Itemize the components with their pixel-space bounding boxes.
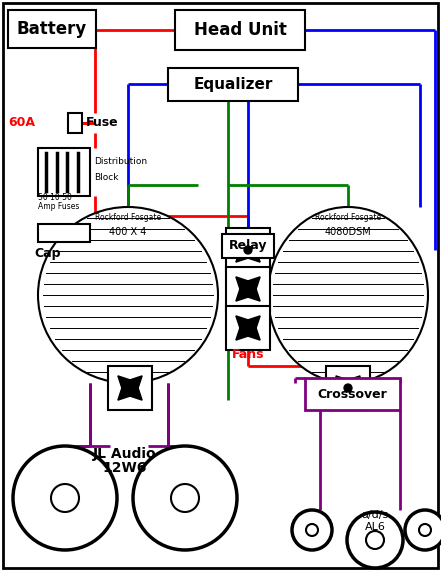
Circle shape [171,484,199,512]
Bar [38,224,90,242]
Text: 12W6: 12W6 [103,461,147,475]
Text: AL6: AL6 [365,522,385,532]
Circle shape [366,531,384,549]
Bar [108,366,152,410]
Circle shape [292,510,332,550]
Text: Equalizer: Equalizer [193,77,273,92]
Text: Rockford Fosgate: Rockford Fosgate [315,213,381,222]
Text: Rockford Fosgate: Rockford Fosgate [95,213,161,222]
Polygon shape [346,376,360,390]
Text: Cap: Cap [34,247,60,260]
Circle shape [244,285,252,293]
Circle shape [306,524,318,536]
Circle shape [344,384,352,392]
Bar [38,148,90,196]
Bar [175,10,305,50]
Polygon shape [236,238,250,252]
Text: a/d/s: a/d/s [361,510,389,520]
Polygon shape [336,386,350,400]
Bar [226,228,270,272]
Bar [226,306,270,350]
Text: Relay: Relay [229,239,267,252]
Text: 400 X 4: 400 X 4 [109,227,147,236]
Polygon shape [118,376,132,390]
Circle shape [244,324,252,332]
Bar [226,267,270,311]
Circle shape [126,384,134,392]
Polygon shape [118,386,132,400]
Polygon shape [246,248,260,262]
Text: JL Audio: JL Audio [93,447,157,461]
Ellipse shape [268,207,428,383]
Polygon shape [236,248,250,262]
Circle shape [51,484,79,512]
Circle shape [133,446,237,550]
Polygon shape [236,316,250,330]
Circle shape [244,246,252,254]
Polygon shape [246,316,260,330]
Text: Head Unit: Head Unit [194,21,287,39]
Ellipse shape [38,207,218,383]
Bar [326,366,370,410]
Polygon shape [246,277,260,291]
Bar [168,68,298,101]
Bar [222,234,274,258]
Bar [68,113,82,133]
Text: 4080DSM: 4080DSM [325,227,371,236]
Text: Fans: Fans [232,348,264,361]
Text: 50 10 50: 50 10 50 [38,193,72,202]
Text: Distribution: Distribution [94,158,147,167]
Circle shape [419,524,431,536]
Polygon shape [128,386,142,400]
Text: 60A: 60A [8,116,35,130]
Circle shape [13,446,117,550]
Polygon shape [128,376,142,390]
Polygon shape [336,376,350,390]
Circle shape [405,510,441,550]
Polygon shape [236,287,250,301]
Circle shape [347,512,403,568]
Bar [8,10,96,48]
Text: Block: Block [94,174,119,183]
Polygon shape [246,326,260,340]
Polygon shape [246,238,260,252]
Text: Amp Fuses: Amp Fuses [38,202,79,211]
Polygon shape [246,287,260,301]
Polygon shape [236,277,250,291]
Text: Fuse: Fuse [86,116,119,130]
Text: Battery: Battery [17,20,87,38]
Bar [305,378,400,410]
Polygon shape [346,386,360,400]
Text: Crossover: Crossover [318,388,387,400]
Polygon shape [236,326,250,340]
